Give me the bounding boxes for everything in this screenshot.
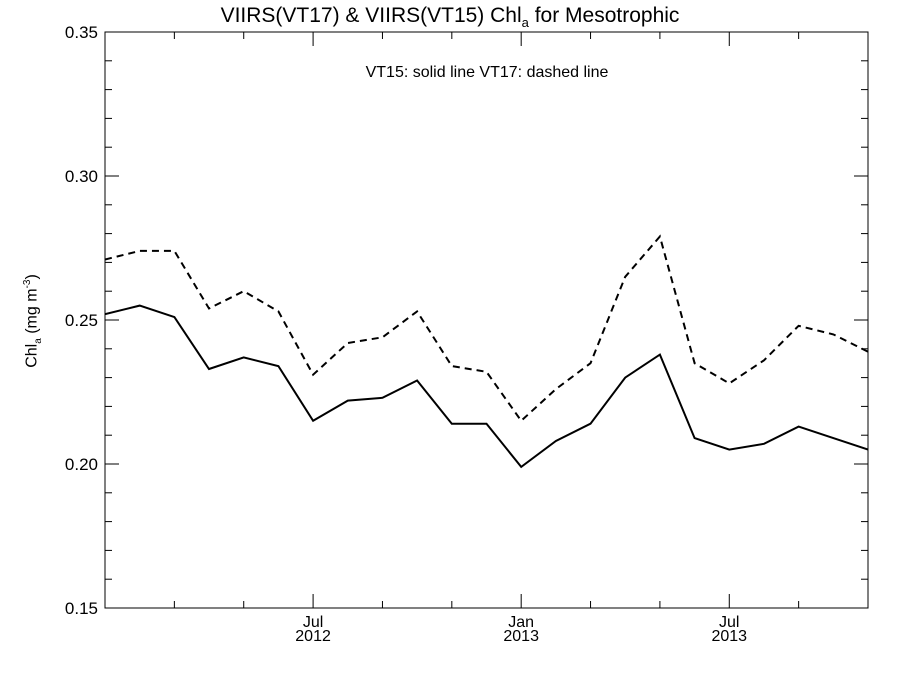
y-tick-label: 0.15 — [65, 599, 98, 618]
axes-group: 0.150.200.250.300.35Jul2012Jan2013Jul201… — [65, 23, 869, 645]
x-tick-label-month: Jan — [508, 614, 534, 631]
x-tick-label-month: Jul — [719, 614, 739, 631]
x-tick-label-year: 2013 — [503, 628, 539, 645]
x-tick-label-year: 2013 — [711, 628, 747, 645]
y-tick-label: 0.35 — [65, 23, 98, 42]
y-tick-label: 0.30 — [65, 167, 98, 186]
series-line-vt15 — [105, 304, 868, 469]
chart-title: VIIRS(VT17) & VIIRS(VT15) Chla for Mesot… — [0, 4, 900, 30]
title-suffix: for Mesotrophic — [528, 4, 680, 27]
title-prefix: VIIRS(VT17) & VIIRS(VT15) Chl — [220, 4, 522, 27]
y-tick-label: 0.20 — [65, 455, 98, 474]
title-subscript: a — [521, 15, 529, 31]
line-style-note: VT15: solid line VT17: dashed line — [365, 64, 609, 81]
x-tick-label-year: 2012 — [295, 628, 331, 645]
series-line-vt17 — [105, 234, 868, 423]
plot-frame — [104, 31, 869, 609]
x-tick-label-month: Jul — [303, 614, 323, 631]
y-tick-label: 0.25 — [65, 311, 98, 330]
series-group — [105, 234, 868, 469]
